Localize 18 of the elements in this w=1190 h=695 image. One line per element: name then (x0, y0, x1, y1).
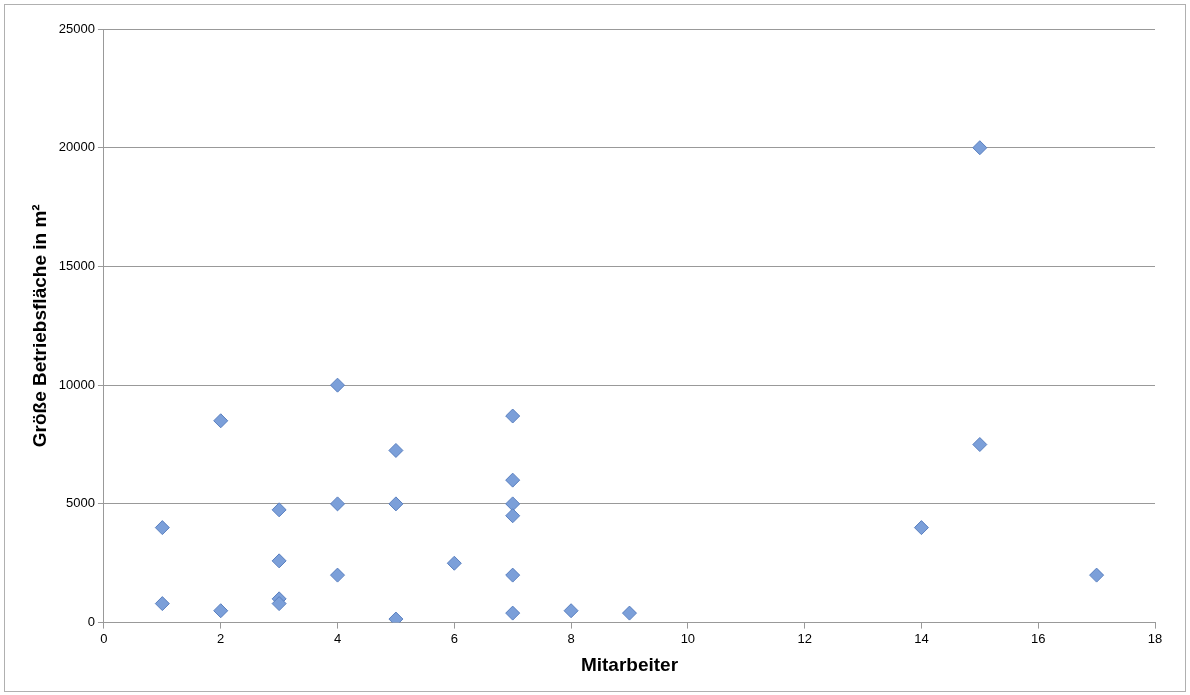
x-tick-label: 6 (450, 630, 458, 646)
y-axis-title: Größe Betriebsfläche in m² (28, 204, 50, 448)
x-tick-label: 18 (1147, 630, 1163, 646)
x-tick-label: 8 (567, 630, 575, 646)
y-tick-label: 25000 (58, 20, 95, 36)
x-tick-label: 0 (100, 630, 108, 646)
y-tick-label: 0 (87, 614, 95, 630)
x-axis-title: Mitarbeiter (580, 653, 679, 675)
y-tick-label: 5000 (66, 495, 95, 511)
x-tick-label: 2 (217, 630, 225, 646)
x-tick-label: 4 (333, 630, 342, 646)
y-tick-label: 15000 (58, 258, 95, 274)
y-tick-label: 10000 (58, 376, 95, 392)
x-tick-label: 12 (797, 630, 812, 646)
x-tick-label: 16 (1030, 630, 1046, 646)
y-tick-label: 20000 (58, 139, 95, 155)
x-tick-label: 10 (680, 630, 696, 646)
x-tick-label: 14 (914, 630, 929, 646)
